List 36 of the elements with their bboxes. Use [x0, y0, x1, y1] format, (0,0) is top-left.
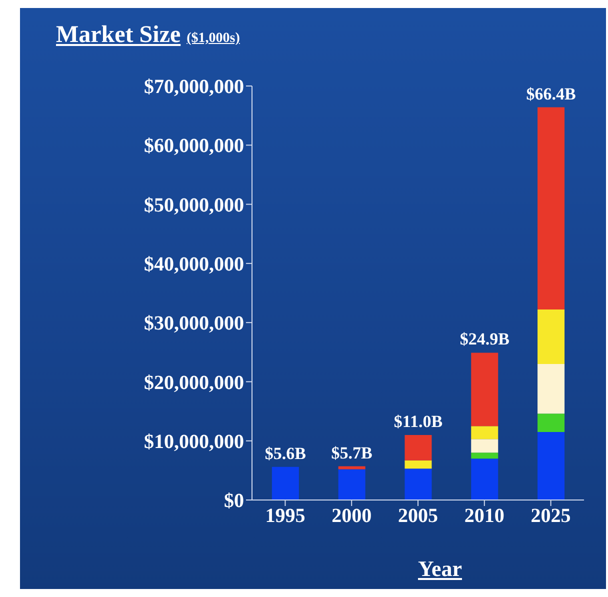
total-label: $5.7B [331, 443, 372, 462]
y-tick-label: $0 [224, 490, 244, 512]
bar [471, 452, 498, 459]
bar [538, 107, 565, 310]
bar [471, 458, 498, 500]
x-axis-title: Year [417, 556, 463, 582]
y-tick-label: $20,000,000 [144, 372, 244, 394]
y-tick-label: $40,000,000 [144, 254, 244, 276]
bar [471, 352, 498, 426]
y-tick-label: $10,000,000 [144, 430, 244, 453]
bar [471, 426, 498, 440]
bar [404, 460, 432, 469]
x-tick-label: 2005 [398, 505, 438, 528]
bar [338, 469, 366, 500]
y-tick-label: $30,000,000 [144, 312, 244, 335]
bar [538, 432, 565, 500]
bar [538, 364, 565, 414]
bar [404, 468, 432, 500]
x-tick-label: 2010 [464, 505, 504, 528]
bar [538, 414, 565, 432]
bar [404, 434, 432, 460]
y-tick-label: $60,000,000 [144, 135, 244, 158]
total-label: $5.6B [264, 444, 306, 463]
total-label: $66.4B [526, 84, 576, 104]
x-tick-label: 1995 [265, 505, 306, 528]
bar [538, 310, 565, 364]
y-tick-label: $70,000,000 [144, 76, 244, 98]
bar [471, 439, 498, 453]
bar [272, 466, 299, 500]
total-label: $11.0B [394, 412, 443, 431]
y-tick-label: $50,000,000 [144, 194, 244, 216]
chart-subtitle: ($1,000s) [186, 31, 240, 46]
chart-title: Market Size [56, 22, 181, 48]
total-label: $24.9B [460, 330, 510, 349]
x-tick-label: 2025 [530, 505, 571, 528]
x-tick-label: 2000 [332, 505, 372, 528]
